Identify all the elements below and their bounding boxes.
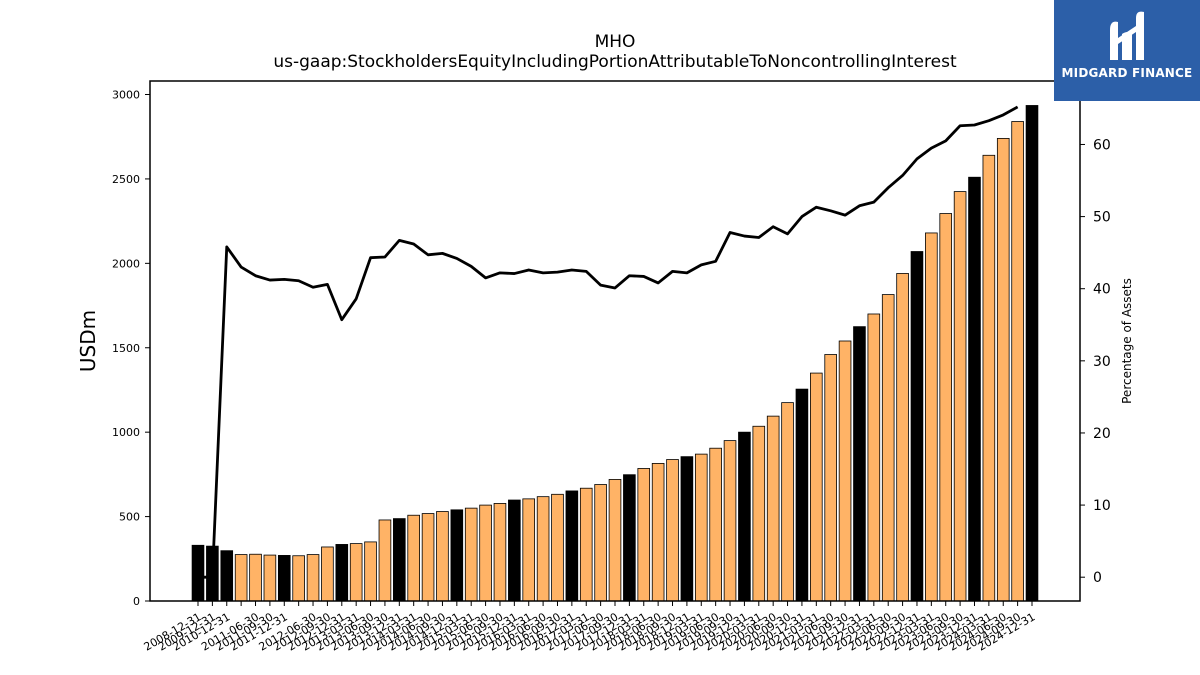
bar-2011-12-31 — [277, 555, 291, 602]
bar-2018-12-31 — [680, 456, 694, 602]
bar-2013-09-30 — [378, 519, 392, 602]
bar-2015-03-31 — [464, 507, 478, 602]
bar-2024-06-30 — [996, 137, 1010, 602]
bar-2016-03-31 — [522, 498, 536, 602]
chart-subtitle: us-gaap:StockholdersEquityIncludingPorti… — [273, 52, 957, 72]
y2-tick-label: 20 — [1093, 426, 1111, 442]
bar-2018-09-30 — [666, 459, 679, 602]
x-axis: 2008-12-312009-12-312010-12-312011-06-30… — [142, 601, 1038, 654]
bar-2024-12-31 — [1025, 105, 1039, 602]
bar-2014-12-31 — [450, 509, 464, 602]
bar-2021-12-31 — [853, 326, 866, 602]
bar-2017-06-30 — [594, 484, 607, 602]
bar-2011-09-30 — [263, 554, 277, 602]
bar-2022-09-30 — [896, 273, 909, 602]
bar-2022-06-30 — [881, 294, 895, 602]
bar-2011-06-30 — [249, 553, 262, 602]
bar-2018-06-30 — [651, 462, 665, 602]
y-tick-label: 1000 — [112, 426, 140, 439]
bar-2020-09-30 — [781, 402, 794, 602]
bar-2010-12-31 — [220, 550, 234, 602]
bar-2022-03-31 — [867, 313, 881, 602]
y-tick-label: 2500 — [112, 173, 140, 186]
chart-title: MHO — [594, 32, 636, 52]
bar-2012-09-30 — [321, 546, 334, 602]
y2-tick-label: 50 — [1093, 210, 1111, 226]
bar-2020-06-30 — [766, 415, 780, 602]
bar-2017-12-31 — [623, 474, 636, 602]
bar-2013-03-31 — [349, 543, 363, 602]
bar-2014-03-31 — [407, 514, 420, 602]
y-tick-label: 3000 — [112, 89, 140, 102]
bar-2016-06-30 — [536, 496, 550, 602]
bar-2014-09-30 — [436, 511, 449, 602]
bar-2011-03-31 — [234, 554, 248, 602]
bar-2019-12-31 — [738, 431, 751, 602]
bar-2019-06-30 — [709, 447, 722, 602]
bar-2015-06-30 — [479, 504, 492, 602]
bar-2008-12-31 — [191, 544, 205, 602]
bar-2024-09-30 — [1011, 121, 1024, 602]
bar-2015-09-30 — [493, 503, 507, 602]
bar-2020-12-31 — [795, 388, 809, 602]
logo-mark-icon — [1110, 11, 1144, 61]
y-tick-label: 0 — [133, 595, 140, 608]
bar-2018-03-31 — [637, 468, 651, 602]
bar-2021-03-31 — [810, 372, 823, 602]
bar-2022-12-31 — [910, 251, 924, 602]
bar-2016-12-31 — [565, 490, 579, 602]
y2-tick-label: 30 — [1093, 354, 1111, 370]
y2-tick-label: 60 — [1093, 137, 1111, 153]
bar-2023-12-31 — [968, 176, 981, 602]
bar-2023-03-31 — [925, 232, 938, 602]
bar-2021-09-30 — [838, 340, 852, 602]
right-axis: 0 10 20 30 40 50 60 — [1080, 137, 1111, 586]
logo-text: MIDGARD FINANCE — [1061, 66, 1193, 80]
y-axis-label: USDm — [76, 310, 100, 372]
bar-2024-03-31 — [982, 154, 996, 602]
percentage-of-assets-line — [198, 105, 1019, 579]
bar-2017-03-31 — [579, 487, 593, 602]
bar-2023-09-30 — [953, 191, 967, 602]
y2-tick-label: 40 — [1093, 282, 1111, 298]
bar-2016-09-30 — [551, 493, 564, 602]
bar-2014-06-30 — [421, 513, 435, 602]
y2-axis-label: Percentage of Assets — [1120, 278, 1134, 404]
bar-2012-03-31 — [292, 555, 305, 602]
y-tick-label: 2000 — [112, 257, 140, 270]
y-tick-label: 1500 — [112, 342, 140, 355]
bar-2013-06-30 — [364, 541, 377, 602]
bar-2023-06-30 — [939, 213, 953, 602]
left-axis: 0 500 1000 1500 2000 2500 3000 — [112, 89, 150, 608]
logo: MIDGARD FINANCE — [1054, 0, 1200, 101]
y2-tick-label: 10 — [1093, 498, 1111, 514]
y-tick-label: 500 — [119, 511, 140, 524]
bars-layer — [191, 105, 1039, 602]
bar-2019-09-30 — [723, 440, 737, 602]
y2-tick-label: 0 — [1093, 570, 1102, 586]
bar-2013-12-31 — [393, 518, 406, 602]
bar-2012-12-31 — [335, 544, 349, 602]
bar-2015-12-31 — [508, 499, 521, 602]
bar-2021-06-30 — [824, 354, 837, 602]
bar-2017-09-30 — [608, 479, 622, 602]
bar-2020-03-31 — [752, 425, 766, 602]
bar-2012-06-30 — [306, 554, 320, 602]
bar-2019-03-31 — [694, 453, 708, 602]
line-layer — [198, 105, 1019, 579]
